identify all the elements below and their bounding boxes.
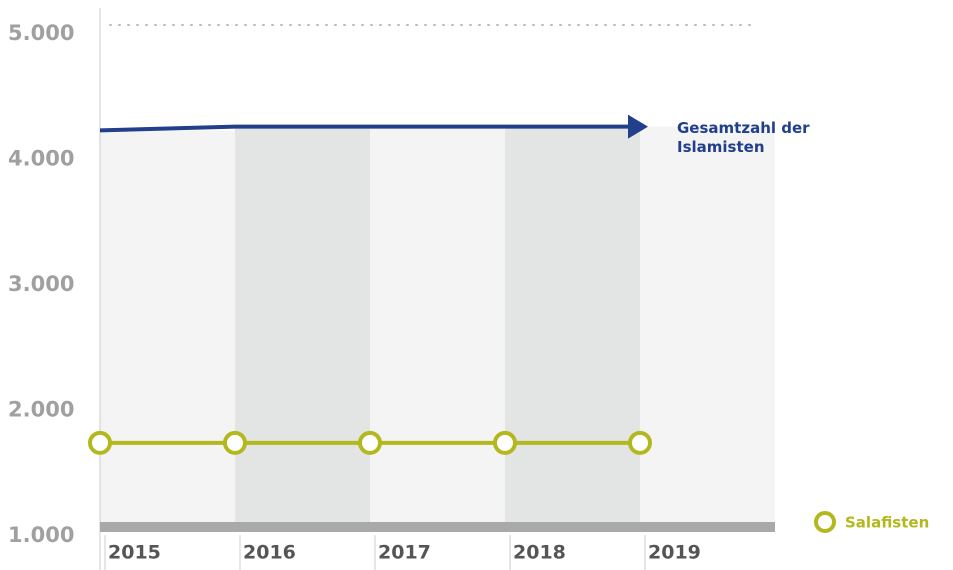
column-bg [640, 126, 775, 527]
point [358, 430, 382, 455]
y-tick-label: 5.000 [8, 21, 74, 45]
series-label: Gesamtzahl der Islamisten [677, 119, 810, 156]
point [223, 430, 247, 455]
x-tick-label: 2015 [108, 542, 161, 564]
y-tick-label: 3.000 [8, 272, 74, 296]
x-tick-label: 2017 [378, 542, 431, 564]
legend-marker [814, 511, 836, 533]
legend-label: Salafisten [845, 514, 929, 532]
baseline [100, 522, 775, 532]
point [628, 430, 652, 455]
y-tick-label: 4.000 [8, 147, 74, 171]
column-bg [505, 126, 640, 527]
column-bg [235, 126, 370, 527]
column-bg [370, 126, 505, 527]
x-tick-label: 2018 [513, 542, 566, 564]
x-tick-label: 2019 [648, 542, 701, 564]
point [493, 430, 517, 455]
y-tick-label: 1.000 [8, 523, 74, 547]
point [88, 430, 112, 455]
column-bg [100, 130, 235, 528]
x-tick-label: 2016 [243, 542, 296, 564]
y-tick-label: 2.000 [8, 398, 74, 422]
series-line [99, 114, 648, 139]
